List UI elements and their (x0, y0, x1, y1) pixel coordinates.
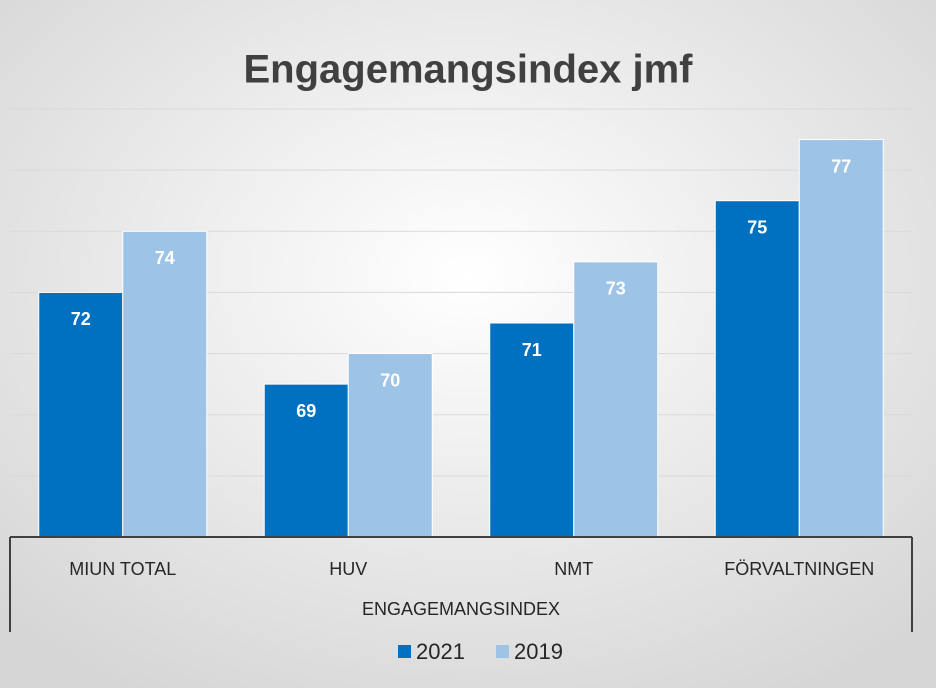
data-label: 71 (522, 340, 542, 360)
legend-swatch (398, 645, 411, 658)
x-tick-label: HUV (329, 559, 367, 579)
bar (714, 200, 800, 538)
x-tick-label: NMT (554, 559, 593, 579)
bar (573, 261, 659, 538)
bar (38, 291, 124, 538)
x-axis-title: ENGAGEMANGSINDEX (362, 599, 560, 619)
legend-label: 2021 (416, 639, 465, 664)
legend-swatch (496, 645, 509, 658)
chart-title: Engagemangsindex jmf (244, 48, 694, 92)
data-label: 77 (831, 156, 851, 176)
data-label: 70 (380, 370, 400, 390)
bar (263, 383, 349, 538)
data-label: 75 (747, 217, 767, 237)
bar (122, 230, 208, 538)
legend-label: 2019 (514, 639, 563, 664)
data-label: 73 (606, 279, 626, 299)
x-tick-label: MIUN TOTAL (69, 559, 176, 579)
data-label: 74 (155, 248, 175, 268)
x-tick-label: FÖRVALTNINGEN (724, 559, 874, 579)
data-label: 69 (296, 401, 316, 421)
data-label: 72 (71, 309, 91, 329)
bar (347, 353, 433, 538)
bar (798, 139, 884, 538)
bar (489, 322, 575, 538)
